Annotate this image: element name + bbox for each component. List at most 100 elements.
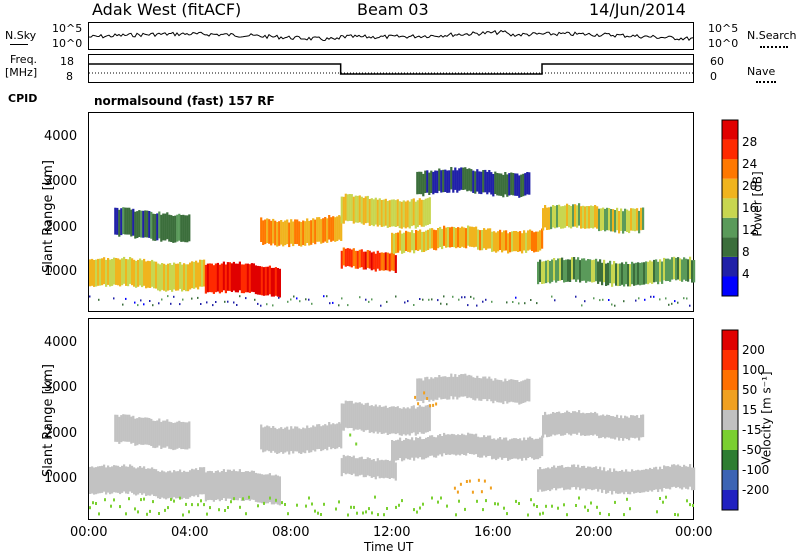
power-speckle — [671, 302, 673, 305]
velocity-patch-cell — [417, 402, 420, 406]
power-cell — [480, 171, 483, 195]
velocity-cell — [545, 468, 548, 491]
velocity-cell — [210, 471, 213, 501]
power-cell — [258, 266, 261, 295]
velocity-cell — [592, 413, 595, 436]
power-cell — [621, 262, 624, 285]
velocity-cell — [455, 435, 458, 456]
power-cell — [138, 210, 141, 237]
velocity-cell — [622, 418, 625, 441]
velocity-cell — [186, 422, 189, 450]
velocity-cell — [412, 405, 415, 433]
velocity-patch-cell — [137, 510, 139, 514]
power-cell — [93, 260, 96, 287]
velocity-patch-cell — [257, 504, 259, 508]
velocity-patch-cell — [494, 502, 496, 506]
power-colorbar — [721, 119, 739, 297]
power-cell — [290, 219, 293, 244]
power-cell — [587, 259, 590, 282]
nave-tick-low: 0 — [710, 70, 717, 83]
power-speckle — [530, 299, 532, 301]
power-cell — [583, 258, 586, 281]
power-cell — [572, 204, 575, 227]
velocity-patch-cell — [623, 513, 625, 517]
velocity-cell — [484, 376, 487, 400]
velocity-cell — [470, 375, 473, 399]
power-cell — [224, 264, 227, 294]
power-cell — [181, 264, 184, 292]
velocity-patch-cell — [374, 495, 376, 499]
power-cell — [642, 207, 645, 230]
velocity-cell — [115, 465, 118, 493]
velocity-cell — [252, 470, 255, 500]
power-cell — [364, 251, 367, 270]
power-speckle — [419, 298, 421, 300]
power-cell — [405, 230, 408, 251]
velocity-cell — [174, 422, 177, 450]
power-cell — [647, 261, 650, 285]
power-cell — [173, 262, 176, 290]
velocity-cell — [687, 466, 690, 490]
velocity-cell — [583, 465, 586, 489]
colorbar-tick-label: 100 — [742, 363, 765, 377]
colorbar-swatch — [722, 237, 738, 257]
power-cell — [419, 229, 422, 250]
power-cell — [561, 257, 564, 280]
power-cell — [248, 264, 251, 293]
velocity-patch-cell — [416, 510, 418, 514]
power-cell — [665, 258, 668, 282]
velocity-cell — [413, 440, 416, 461]
velocity-patch-cell — [435, 402, 438, 406]
power-cell — [677, 257, 680, 280]
power-cell — [140, 210, 143, 238]
power-cell — [348, 248, 351, 267]
velocity-cell — [122, 414, 125, 442]
power-cell — [460, 167, 463, 190]
velocity-patch-cell — [209, 506, 211, 510]
velocity-cell — [356, 402, 359, 430]
power-cell — [158, 211, 161, 239]
power-cell — [338, 215, 341, 240]
power-cell — [605, 263, 608, 286]
power-cell — [669, 259, 672, 282]
power-cell — [167, 263, 170, 291]
velocity-cell — [292, 428, 295, 454]
power-cell — [673, 256, 676, 280]
velocity-ytick: 4000 — [44, 335, 78, 350]
power-cell — [268, 265, 271, 295]
power-cell — [234, 263, 237, 293]
power-speckle — [506, 301, 508, 304]
velocity-cell — [278, 476, 281, 506]
velocity-patch-cell — [459, 482, 462, 486]
velocity-cell — [414, 408, 417, 436]
power-cell — [416, 200, 419, 228]
velocity-cell — [557, 465, 560, 489]
power-cell — [312, 218, 315, 243]
power-speckle — [233, 301, 235, 304]
velocity-cell — [467, 432, 470, 454]
velocity-cell — [563, 467, 566, 491]
power-cell — [443, 225, 446, 246]
velocity-cell — [478, 378, 481, 401]
date-title: 14/Jun/2014 — [589, 0, 686, 19]
velocity-cell — [611, 471, 614, 495]
velocity-cell — [179, 469, 182, 497]
velocity-patch-cell — [506, 512, 508, 516]
velocity-patch-cell — [413, 508, 415, 512]
frequency-line — [89, 63, 693, 75]
velocity-cell — [142, 417, 145, 445]
velocity-cell — [113, 465, 116, 493]
velocity-cell — [284, 427, 287, 453]
power-cell — [324, 217, 327, 242]
power-cell — [545, 260, 548, 284]
power-cell — [551, 259, 554, 282]
velocity-patch-cell — [414, 395, 417, 399]
velocity-cell — [270, 427, 273, 453]
velocity-cell — [566, 410, 569, 434]
velocity-patch-cell — [173, 499, 175, 503]
velocity-cell — [185, 471, 188, 499]
velocity-cell — [374, 461, 377, 480]
colorbar-swatch — [722, 430, 738, 450]
velocity-cell — [523, 437, 526, 458]
velocity-cell — [296, 426, 299, 452]
